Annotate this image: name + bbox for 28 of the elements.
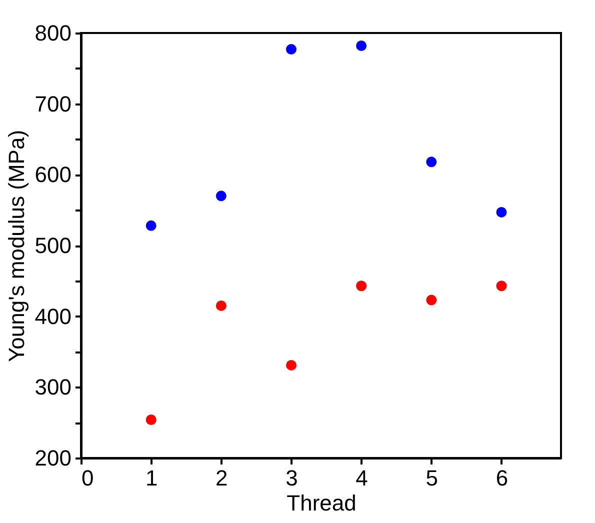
x-tick-label: 3 (286, 466, 298, 490)
point (356, 40, 367, 51)
point (216, 190, 226, 202)
x-tick-label: 2 (216, 466, 228, 490)
y-tick-label: 200 (34, 446, 72, 470)
point (356, 280, 367, 292)
point (286, 44, 296, 55)
point (426, 294, 437, 306)
x-axis-title: Thread (286, 490, 356, 516)
point (496, 280, 507, 292)
x-tick-label: 6 (496, 466, 508, 490)
y-tick-label: 600 (34, 162, 72, 188)
point (496, 206, 507, 218)
point (426, 156, 437, 168)
y-axis-title: Young's modulus (MPa) (4, 130, 29, 362)
x-tick-label: 5 (426, 466, 438, 490)
y-tick-label: 400 (34, 304, 72, 329)
y-tick-label: 800 (34, 20, 72, 46)
point (146, 220, 156, 231)
point (146, 414, 156, 425)
x-tick-label: 4 (356, 466, 368, 490)
y-tick-label: 500 (34, 233, 72, 258)
y-tick-label: 700 (34, 91, 72, 116)
point (216, 300, 226, 311)
x-tick-label: 0 (82, 466, 94, 490)
x-tick-label: 1 (145, 466, 158, 490)
y-tick-label: 300 (34, 374, 72, 400)
point (286, 360, 296, 370)
